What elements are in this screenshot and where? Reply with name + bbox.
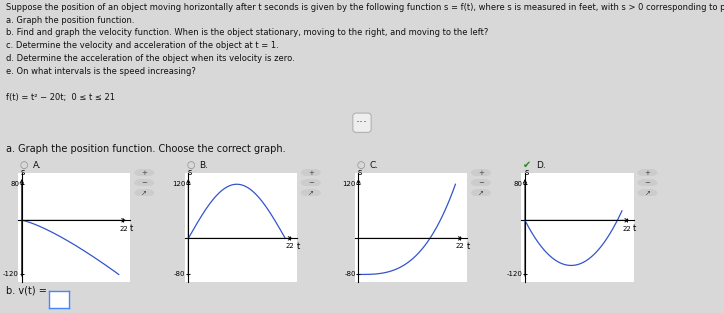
- Circle shape: [638, 169, 657, 176]
- Circle shape: [135, 190, 153, 196]
- Text: C.: C.: [369, 161, 379, 170]
- Text: −: −: [644, 180, 650, 186]
- Text: B.: B.: [199, 161, 208, 170]
- Text: 22: 22: [285, 243, 294, 249]
- Circle shape: [638, 190, 657, 196]
- Circle shape: [301, 169, 320, 176]
- Circle shape: [471, 190, 490, 196]
- Text: s: s: [188, 168, 192, 177]
- Text: −: −: [141, 180, 147, 186]
- Text: t: t: [466, 242, 470, 251]
- Text: s: s: [21, 168, 25, 177]
- Text: +: +: [308, 170, 313, 176]
- Text: D.: D.: [536, 161, 545, 170]
- Text: ↗: ↗: [644, 190, 650, 196]
- Text: 80: 80: [10, 181, 19, 187]
- Text: +: +: [478, 170, 484, 176]
- Text: ↗: ↗: [308, 190, 313, 196]
- Text: 22: 22: [455, 243, 464, 249]
- Text: b. v(t) =: b. v(t) =: [6, 286, 46, 296]
- Text: ○: ○: [20, 160, 28, 170]
- Text: −: −: [478, 180, 484, 186]
- Text: 22: 22: [622, 226, 631, 232]
- Text: t: t: [296, 242, 300, 251]
- Text: ↗: ↗: [478, 190, 484, 196]
- Text: a. Graph the position function. Choose the correct graph.: a. Graph the position function. Choose t…: [6, 144, 285, 154]
- Text: ○: ○: [186, 160, 195, 170]
- Text: 120: 120: [342, 181, 355, 187]
- Text: Suppose the position of an object moving horizontally after t seconds is given b: Suppose the position of an object moving…: [6, 3, 724, 102]
- Text: +: +: [141, 170, 147, 176]
- Circle shape: [471, 179, 490, 186]
- Circle shape: [135, 169, 153, 176]
- Circle shape: [135, 179, 153, 186]
- Text: -120: -120: [3, 271, 19, 278]
- Text: ✔: ✔: [523, 160, 531, 170]
- Text: ↗: ↗: [141, 190, 147, 196]
- Text: -120: -120: [506, 271, 522, 278]
- Text: -80: -80: [174, 271, 185, 278]
- Circle shape: [471, 169, 490, 176]
- Text: t: t: [130, 224, 133, 233]
- Text: 22: 22: [119, 226, 127, 232]
- Circle shape: [638, 179, 657, 186]
- Text: ○: ○: [356, 160, 365, 170]
- Circle shape: [301, 190, 320, 196]
- Text: −: −: [308, 180, 313, 186]
- Text: ···: ···: [356, 116, 368, 129]
- Text: +: +: [644, 170, 650, 176]
- Text: -80: -80: [344, 271, 355, 278]
- Text: s: s: [358, 168, 362, 177]
- Circle shape: [301, 179, 320, 186]
- Text: 120: 120: [172, 181, 185, 187]
- Text: t: t: [633, 224, 636, 233]
- Text: 80: 80: [513, 181, 522, 187]
- Text: A.: A.: [33, 161, 41, 170]
- Text: s: s: [524, 168, 529, 177]
